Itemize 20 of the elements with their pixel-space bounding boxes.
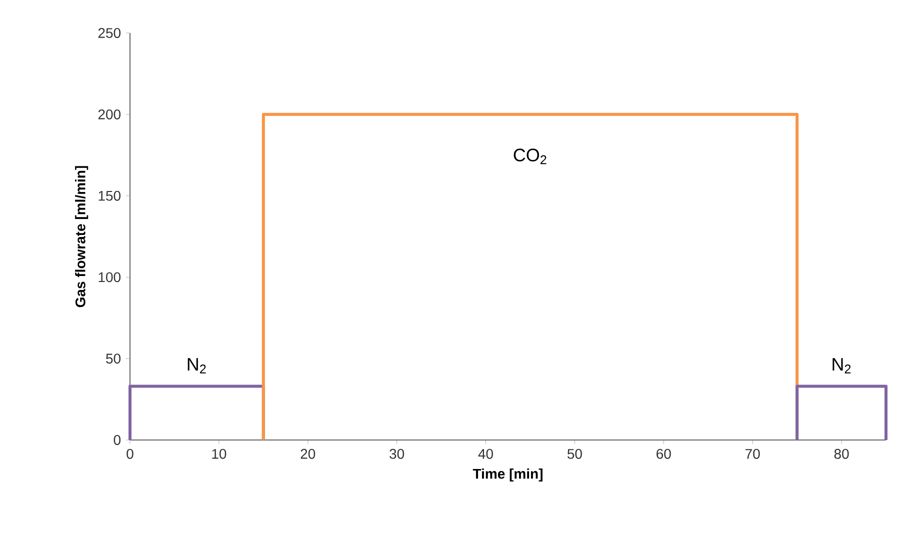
x-tick-label: 70 [746, 448, 760, 459]
y-tick-label: 150 [98, 190, 121, 201]
x-tick-label: 30 [390, 448, 404, 459]
x-tick-label: 40 [478, 448, 493, 459]
y-tick-label: 50 [106, 354, 121, 364]
y-tick-label: 250 [98, 28, 121, 38]
x-tick-label: 10 [212, 448, 226, 459]
series-label: CO$_{2}$ [514, 148, 546, 164]
x-tick-label: 20 [300, 448, 316, 459]
x-tick-label: 80 [834, 448, 849, 459]
x-axis-title: Time [min] [472, 468, 542, 482]
y-tick-label: 0 [114, 435, 121, 445]
y-axis-title: Gas flowrate [ml/min] [75, 166, 88, 308]
series-label: N$_{2}$ [188, 358, 206, 374]
x-tick-label: 60 [656, 448, 671, 459]
x-tick-label: 50 [567, 448, 582, 459]
x-tick-label: 0 [126, 448, 134, 459]
series-label: N$_{2}$ [832, 358, 851, 374]
y-tick-label: 100 [98, 272, 121, 282]
y-tick-label: 200 [98, 109, 121, 120]
